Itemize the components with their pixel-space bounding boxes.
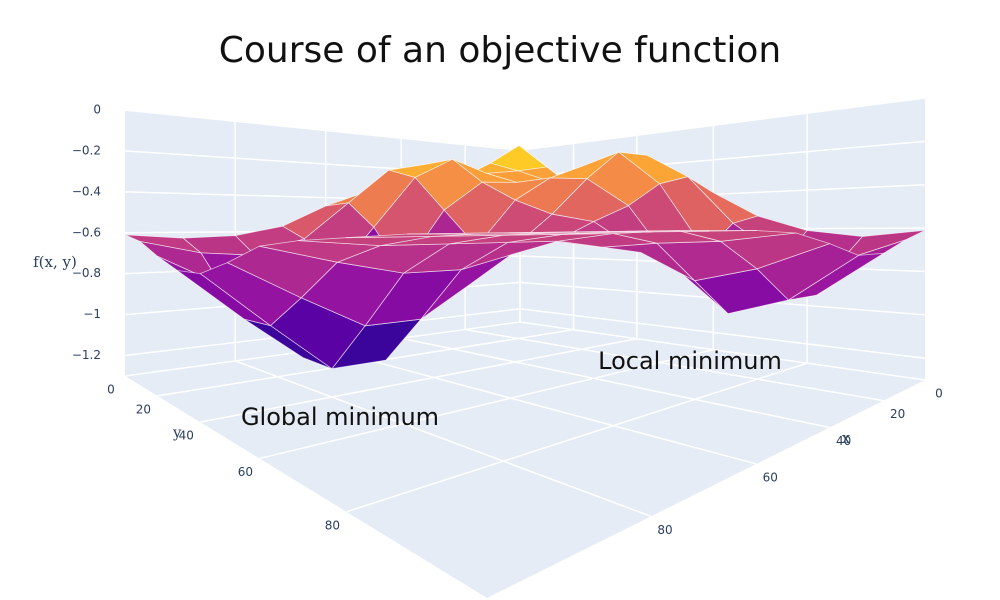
chart-title: Course of an objective function — [219, 30, 781, 71]
z-tick-label: −0.8 — [72, 266, 101, 280]
floor-pane — [125, 322, 925, 598]
grid-line — [346, 362, 808, 513]
grid-line — [519, 321, 926, 381]
grid-line — [259, 348, 714, 460]
y-axis-title: y — [172, 424, 182, 442]
grid-line — [325, 347, 757, 465]
y-tick-label: 0 — [107, 383, 115, 397]
z-tick-label: −0.6 — [72, 225, 101, 239]
z-axis-title: f(x, y) — [33, 253, 77, 271]
y-tick-label: 40 — [179, 429, 194, 443]
surface-patch — [406, 232, 580, 235]
grid-line — [401, 337, 830, 429]
scene — [124, 97, 926, 598]
annotation: Global minimum — [241, 403, 439, 431]
x-tick-label: 40 — [836, 434, 851, 448]
x-axis-title: x — [842, 429, 851, 447]
x-tick-label: 0 — [935, 387, 943, 401]
z-tick-label: −0.4 — [72, 184, 101, 198]
z-tick-label: −1 — [83, 307, 101, 321]
x-tick-label: 60 — [763, 470, 778, 484]
grid-line — [200, 338, 638, 423]
grid-line — [519, 97, 926, 152]
z-tick-label: −1.2 — [72, 348, 101, 362]
grid-line — [519, 308, 926, 360]
grid-line — [124, 109, 521, 152]
x-tick-label: 80 — [657, 523, 672, 537]
y-tick-label: 20 — [136, 402, 151, 416]
annotation: Local minimum — [598, 347, 782, 375]
y-tick-label: 60 — [238, 465, 253, 479]
y-tick-label: 80 — [325, 518, 340, 532]
x-tick-label: 20 — [890, 407, 905, 421]
z-tick-label: −0.2 — [72, 143, 101, 157]
grid-line — [464, 328, 884, 402]
grid-line — [235, 360, 652, 518]
z-tick-label: 0 — [93, 103, 101, 117]
